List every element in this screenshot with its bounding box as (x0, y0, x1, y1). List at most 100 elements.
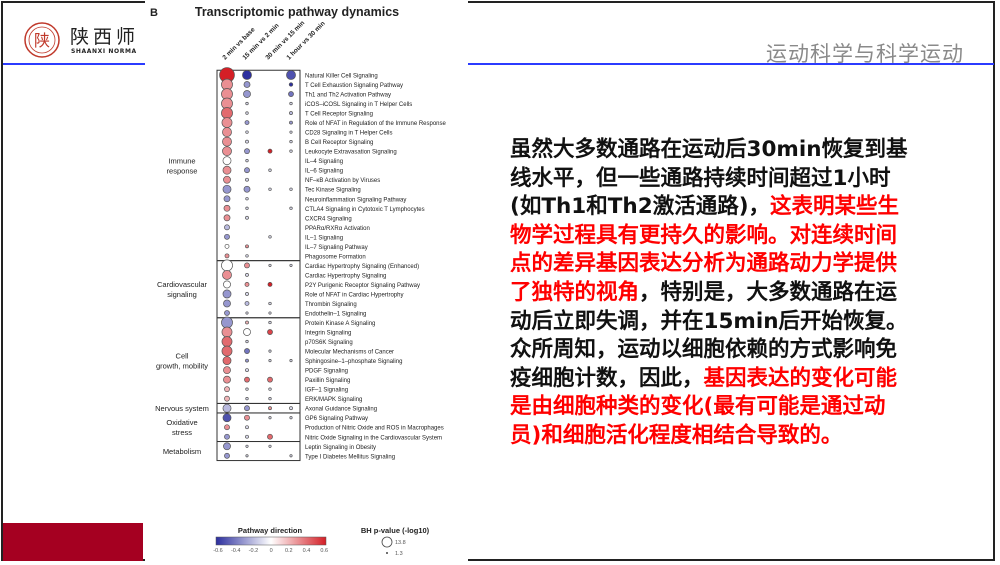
highlighted-text: 这表明某些生 (770, 194, 900, 220)
pathway-label: Axonal Guidance Signaling (305, 407, 377, 413)
pathway-label: T Cell Receptor Signaling (305, 112, 373, 118)
group-label: growth, mobility (156, 362, 208, 371)
pathway-label: Cardiac Hypertrophy Signaling (305, 273, 386, 279)
pathway-label: CTLA4 Signaling in Cytotoxic T Lymphocyt… (305, 207, 425, 213)
size-legend-large-dot (381, 536, 393, 548)
group-label: Immune (168, 156, 195, 165)
dot-mark (289, 359, 293, 363)
dot-mark (289, 454, 293, 458)
body-line: 是由细胞种类的变化(最有可能是通过动 (510, 393, 908, 422)
dot-mark (267, 433, 273, 440)
pathway-label: Natural Killer Cell Signaling (305, 74, 378, 80)
dot-mark (245, 215, 249, 220)
dot-mark (288, 91, 294, 97)
dot-mark (243, 81, 251, 88)
pathway-label: Phagosome Formation (305, 254, 366, 260)
dot-mark (224, 253, 230, 259)
dot-mark (245, 130, 249, 134)
pathway-label: iCOS–iCOSL Signaling in T Helper Cells (305, 102, 412, 108)
pathway-label: Neuroinflammation Signaling Pathway (305, 197, 406, 203)
dot-mark (244, 282, 250, 287)
body-line: 了独特的视角，特别是，大多数通路在运 (510, 279, 908, 308)
color-scale-tick: -0.6 (213, 548, 222, 554)
dot-mark (286, 70, 296, 80)
pathway-label: Thrombin Signaling (305, 302, 357, 308)
dot-mark (245, 101, 249, 106)
dot-mark (289, 206, 293, 210)
dot-mark (222, 289, 232, 299)
pathway-label: Th1 and Th2 Activation Pathway (305, 93, 391, 99)
pathway-label: Paxillin Signaling (305, 378, 350, 384)
highlighted-text: 点的差异基因表达分析为通路动力学提供 (510, 251, 898, 277)
dot-mark (289, 406, 293, 411)
body-text-segment: 疫细胞计数，因此， (510, 365, 704, 391)
dot-mark (267, 282, 273, 287)
dot-mark (244, 376, 250, 383)
pathway-label: GP6 Signaling Pathway (305, 416, 368, 422)
body-text-segment: 虽然大多数通路在运动后30min恢复到基 (510, 137, 908, 162)
pathway-label: Leukocyte Extravasation Signaling (305, 150, 397, 156)
dot-mark (267, 376, 273, 383)
group-label: stress (172, 428, 192, 437)
dot-mark (243, 328, 251, 336)
pathway-label: Production of Nitric Oxide and ROS in Ma… (305, 426, 444, 432)
pathway-label: P2Y Purigenic Receptor Signaling Pathway (305, 283, 420, 289)
highlighted-text: 员)和细胞活化程度相结合导致的。 (510, 422, 843, 448)
dot-mark (245, 339, 249, 344)
body-line: 线水平，但一些通路持续时间超过1小时 (510, 165, 908, 194)
body-line: 动后立即失调，并在15min后开始恢复。 (510, 308, 908, 337)
pathway-label: Type I Diabetes Mellitus Signaling (305, 454, 395, 460)
dot-mark (245, 320, 249, 325)
dot-mark (245, 368, 249, 373)
color-scale-tick: 0 (270, 548, 273, 554)
dot-mark (244, 167, 250, 174)
dot-mark (222, 165, 232, 175)
dot-mark (221, 345, 233, 357)
dot-mark (244, 301, 250, 306)
dot-mark (289, 111, 293, 115)
dot-mark (222, 403, 232, 413)
dot-mark (268, 263, 272, 267)
pathway-label: B Cell Receptor Signaling (305, 140, 373, 146)
dot-mark (221, 326, 233, 338)
dot-mark (224, 233, 230, 240)
dot-mark (224, 433, 230, 440)
highlighted-text: 了独特的视角 (510, 279, 640, 305)
dot-mark (268, 444, 272, 448)
group-box (216, 441, 301, 462)
color-scale-tick: 0.2 (285, 548, 293, 554)
slide-header-title: 运动科学与科学运动 (766, 42, 964, 66)
body-line: 众所周知，运动以细胞依赖的方式影响免 (510, 336, 908, 365)
dot-mark (245, 273, 249, 277)
group-label: Oxidative (166, 418, 197, 427)
dot-mark (289, 263, 293, 267)
pathway-label: NF–κB Activation by Viruses (305, 178, 380, 184)
pathway-label: ERK/MAPK Signaling (305, 397, 362, 403)
chart-title: Transcriptomic pathway dynamics (195, 5, 399, 19)
dot-mark (267, 148, 273, 154)
pathway-label: IL–4 Signaling (305, 159, 343, 165)
dot-mark (289, 416, 293, 420)
dot-mark (245, 159, 249, 163)
dot-mark (224, 395, 230, 402)
seal-icon: 陕 (24, 22, 60, 58)
body-line: 虽然大多数通路在运动后30min恢复到基 (510, 136, 908, 165)
dot-mark (243, 185, 251, 193)
group-label: Cardiovascular (157, 280, 208, 289)
dot-mark (245, 425, 249, 430)
dot-mark (289, 101, 293, 106)
dot-mark (268, 397, 272, 401)
dot-mark (221, 316, 233, 329)
header-rule-right (468, 63, 994, 65)
dot-mark (221, 259, 233, 272)
group-label: Cell (176, 352, 189, 361)
panel-label: B (150, 7, 158, 19)
dot-mark (289, 149, 293, 153)
size-legend-small-dot (386, 552, 388, 554)
highlighted-text: 是由细胞种类的变化(最有可能是通过动 (510, 394, 886, 420)
group-label: Nervous system (155, 404, 209, 413)
dot-mark (268, 387, 272, 391)
body-line: 员)和细胞活化程度相结合导致的。 (510, 422, 908, 451)
pathway-label: Role of NFAT in Cardiac Hypertrophy (305, 292, 403, 298)
size-legend-title: BH p-value (-log10) (361, 526, 430, 535)
